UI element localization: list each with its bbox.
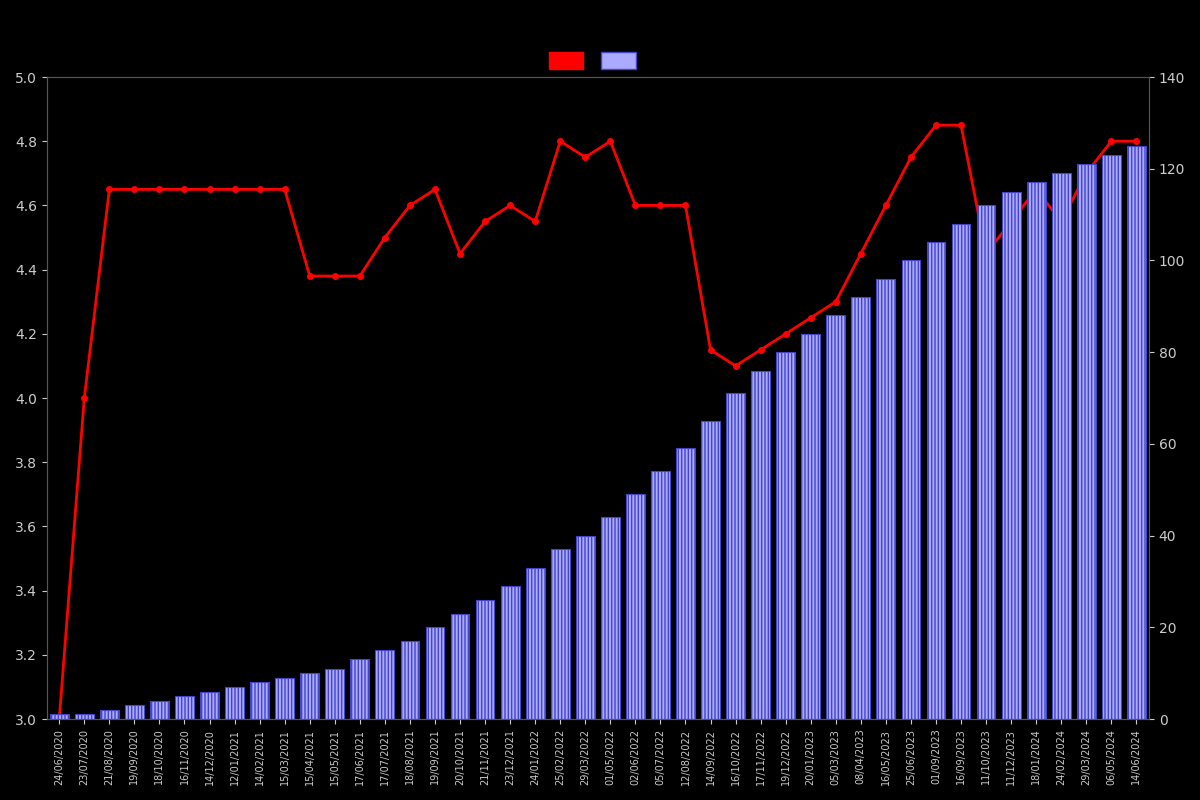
Bar <box>150 701 169 719</box>
Bar <box>676 449 695 719</box>
Bar <box>401 641 419 719</box>
Legend: , : , <box>541 46 654 76</box>
Bar <box>1052 174 1070 719</box>
Bar <box>50 714 68 719</box>
Bar <box>576 535 595 719</box>
Bar <box>626 494 644 719</box>
Bar <box>652 471 670 719</box>
Bar <box>952 224 971 719</box>
Bar <box>325 669 344 719</box>
Bar <box>251 682 269 719</box>
Bar <box>901 261 920 719</box>
Bar <box>1002 192 1020 719</box>
Bar <box>74 714 94 719</box>
Bar <box>226 687 244 719</box>
Bar <box>551 550 570 719</box>
Bar <box>376 650 395 719</box>
Bar <box>977 206 996 719</box>
Bar <box>1127 146 1146 719</box>
Bar <box>200 691 218 719</box>
Bar <box>776 352 796 719</box>
Bar <box>601 518 619 719</box>
Bar <box>802 334 820 719</box>
Bar <box>751 370 770 719</box>
Bar <box>1076 164 1096 719</box>
Bar <box>475 600 494 719</box>
Bar <box>275 678 294 719</box>
Bar <box>426 627 444 719</box>
Bar <box>175 696 194 719</box>
Bar <box>926 242 946 719</box>
Bar <box>350 659 370 719</box>
Bar <box>1027 182 1045 719</box>
Bar <box>526 568 545 719</box>
Bar <box>1102 155 1121 719</box>
Bar <box>827 315 845 719</box>
Bar <box>100 710 119 719</box>
Bar <box>125 706 144 719</box>
Bar <box>852 297 870 719</box>
Bar <box>300 673 319 719</box>
Bar <box>701 421 720 719</box>
Bar <box>451 614 469 719</box>
Bar <box>726 394 745 719</box>
Bar <box>500 586 520 719</box>
Bar <box>876 278 895 719</box>
